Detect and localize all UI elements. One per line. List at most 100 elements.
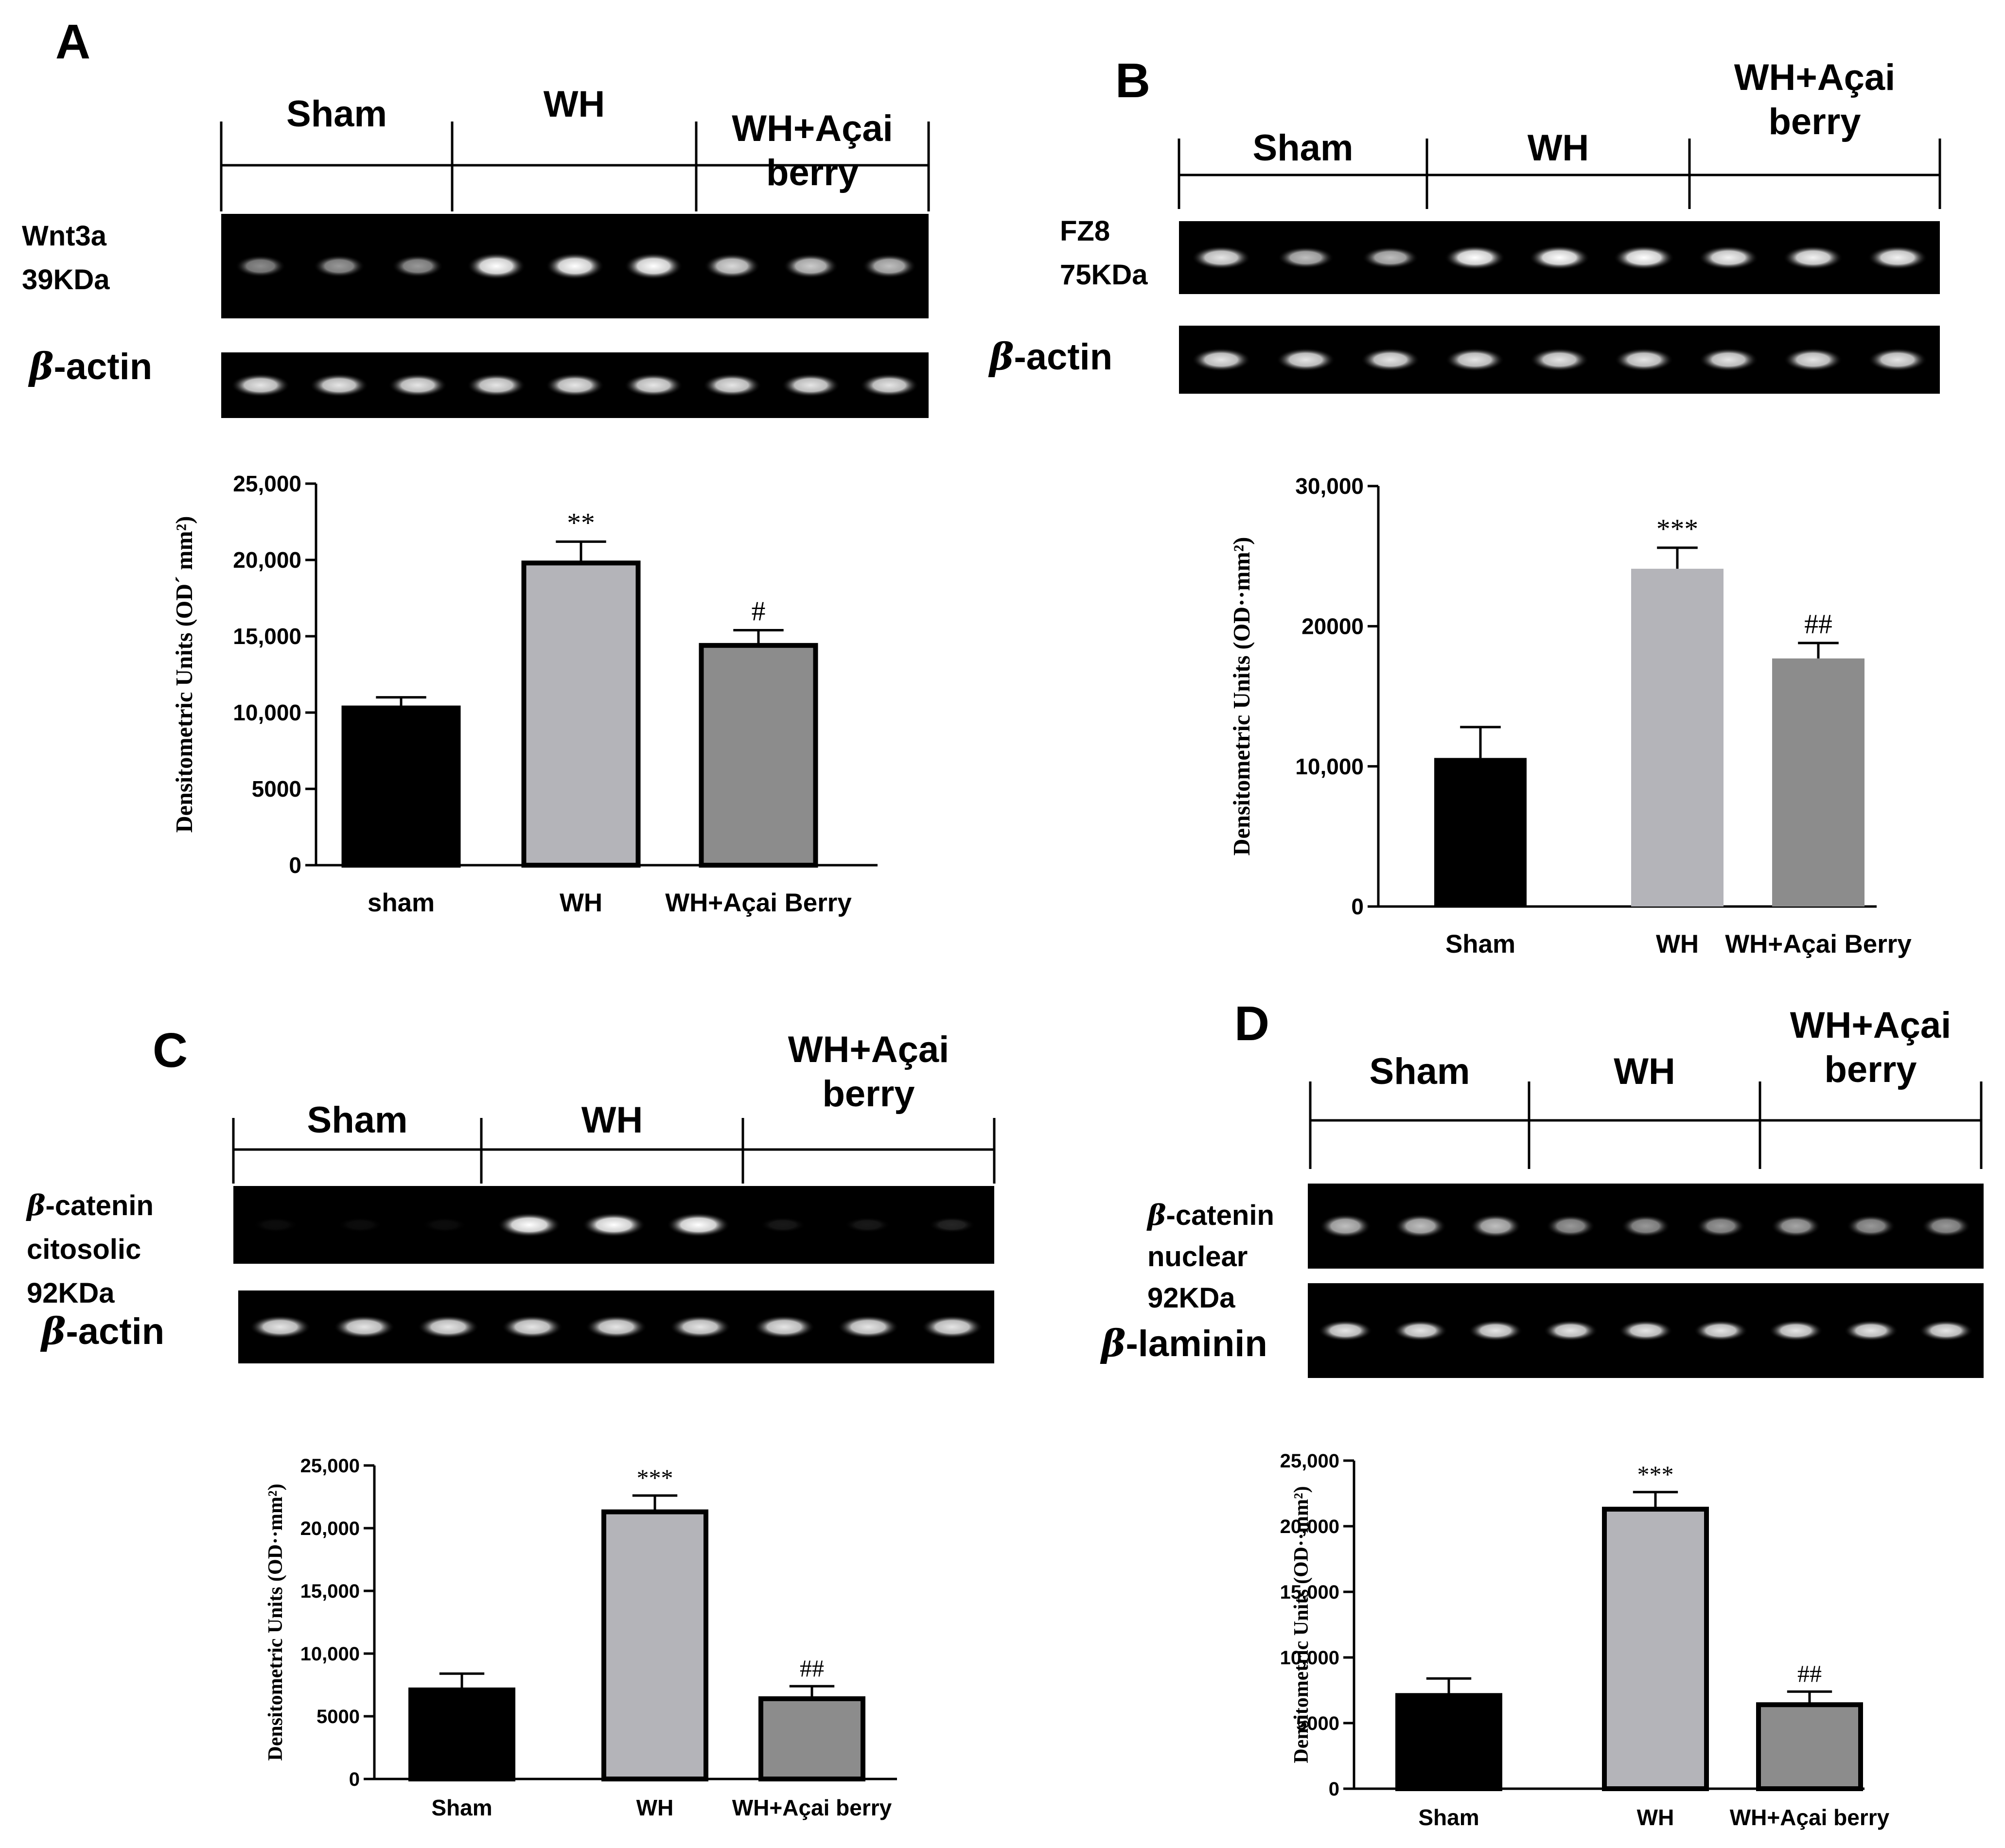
blot-band [337, 1217, 383, 1233]
lane-group-label-line: berry [1824, 1049, 1917, 1090]
blot-label: FZ8 [1060, 215, 1110, 247]
blot-band [1468, 1320, 1523, 1342]
blot-label-rest: -catenin [46, 1190, 154, 1221]
lane-group-label-line: WH+Açai [1790, 1005, 1952, 1046]
y-axis-label: Densitometric Units (OD··mm²) [264, 1483, 287, 1761]
blot-band [704, 253, 760, 279]
chart-a: 0 5000 10,000 15,000 20,000 25,000 Densitometr… [172, 471, 878, 917]
lane-group-label-line: berry [766, 152, 859, 193]
blot-label: 39KDa [22, 264, 110, 296]
blot-label: β-laminin [1100, 1322, 1267, 1365]
chart-c: 0 5000 10,000 15,000 20,000 25,000 Densitometr… [264, 1455, 897, 1820]
blot-band [1621, 1215, 1671, 1238]
blot-band [1699, 348, 1758, 371]
blot-band [467, 373, 526, 397]
lane-group-label-line: Sham [1370, 1051, 1470, 1092]
blot-band [545, 253, 604, 279]
beta-symbol: β [1146, 1199, 1166, 1232]
lane-group-label-line: WH+Açai [732, 108, 893, 149]
y-tick-label: 0 [1329, 1778, 1339, 1800]
blot-band [582, 1213, 646, 1237]
blot-band [1444, 245, 1506, 270]
lane-group-label: WH+Açai berry [788, 1029, 950, 1115]
blot-band [417, 1315, 479, 1339]
y-tick-label: 15,000 [1280, 1582, 1339, 1603]
blot-label: 75KDa [1060, 259, 1148, 291]
blot-band [501, 1315, 563, 1339]
blot-band [1361, 348, 1420, 371]
blot-label-rest: -actin [66, 1311, 164, 1352]
blot-band [1921, 1215, 1971, 1238]
beta-symbol: β [1100, 1322, 1126, 1365]
blot-label-rest: -catenin [1166, 1200, 1274, 1231]
blot-band [1276, 348, 1336, 371]
bar-wh [1602, 1506, 1709, 1791]
bar-wh-a-ai-berry [699, 643, 818, 868]
y-tick-label: 25,000 [233, 471, 301, 496]
y-tick-label: 5000 [252, 776, 301, 802]
bar-wh-a-ai-berry [1756, 1702, 1863, 1791]
lane-group-label: Sham [1370, 1051, 1470, 1092]
panel-b: B Sham WH WH+Açai berry FZ8 75KDa β-actin 0 10,00… [988, 53, 1941, 959]
bar-sham [1395, 1693, 1502, 1792]
significance-mark: *** [1637, 1461, 1674, 1488]
blot-band [334, 1315, 395, 1339]
lane-group-label: Sham [286, 93, 387, 135]
blot-label: citosolic [27, 1234, 141, 1265]
blot-band [1393, 1320, 1448, 1342]
blot-band [1318, 1320, 1372, 1342]
x-tick-label: WH+Açai berry [1730, 1805, 1890, 1830]
blot-band [669, 1315, 731, 1339]
blot-band [837, 1315, 899, 1339]
lane-group-label: WH [1614, 1051, 1675, 1092]
blot-band [1771, 1214, 1821, 1238]
y-tick-label: 10,000 [300, 1643, 360, 1665]
x-tick-label: WH [1637, 1805, 1674, 1830]
blot-label: β-actin [988, 335, 1112, 378]
bar-sham [341, 705, 461, 868]
x-tick-label: Sham [1445, 930, 1515, 959]
x-tick-label: WH+Açai berry [732, 1795, 892, 1820]
lane-group-label: Sham [307, 1099, 408, 1141]
beta-symbol: β [988, 335, 1014, 378]
blot-label: 92KDa [27, 1277, 115, 1309]
blot-band [1445, 348, 1505, 371]
blot-band [1618, 1320, 1673, 1342]
beta-symbol: β [28, 345, 53, 388]
blot-band [783, 254, 838, 279]
blot-band [1319, 1214, 1372, 1238]
y-tick-label: 5000 [317, 1706, 360, 1727]
blot-label: β-actin [28, 345, 152, 388]
blot-band [1529, 245, 1590, 270]
beta-symbol: β [26, 1189, 46, 1222]
chart-b: 0 10,000 20000 30,000 Densitometric Units (O… [1229, 473, 1912, 959]
blot-band [624, 373, 683, 397]
lane-group-label-line: berry [822, 1073, 915, 1115]
y-tick-label: 5000 [1296, 1713, 1339, 1734]
y-tick-label: 25,000 [300, 1455, 360, 1477]
y-tick-label: 0 [1351, 894, 1364, 919]
blot-band [862, 254, 916, 279]
blot-band [1698, 245, 1759, 270]
bar-sham [408, 1687, 515, 1782]
blot-band [1783, 348, 1843, 371]
blot-label: nuclear [1147, 1241, 1248, 1273]
bar-wh [1631, 569, 1724, 907]
blot-band [235, 255, 286, 278]
y-axis-label: Densitometric Units (OD´ mm²) [172, 516, 197, 833]
x-tick-label: WH [560, 889, 602, 917]
y-tick-label: 0 [289, 853, 301, 878]
blot-band [467, 253, 526, 279]
blot-band [231, 373, 290, 397]
blot-band [422, 1217, 468, 1233]
y-tick-label: 20,000 [1280, 1516, 1339, 1537]
blot-band [624, 253, 683, 279]
blot-label: Wnt3a [22, 220, 107, 252]
y-tick-label: 20000 [1301, 613, 1364, 639]
panel-a: A Sham WH WH+Açai berry Wnt3a 39KDa β-actin 0 500… [22, 15, 930, 917]
blot-band [781, 373, 841, 397]
y-tick-label: 10,000 [1295, 754, 1364, 779]
